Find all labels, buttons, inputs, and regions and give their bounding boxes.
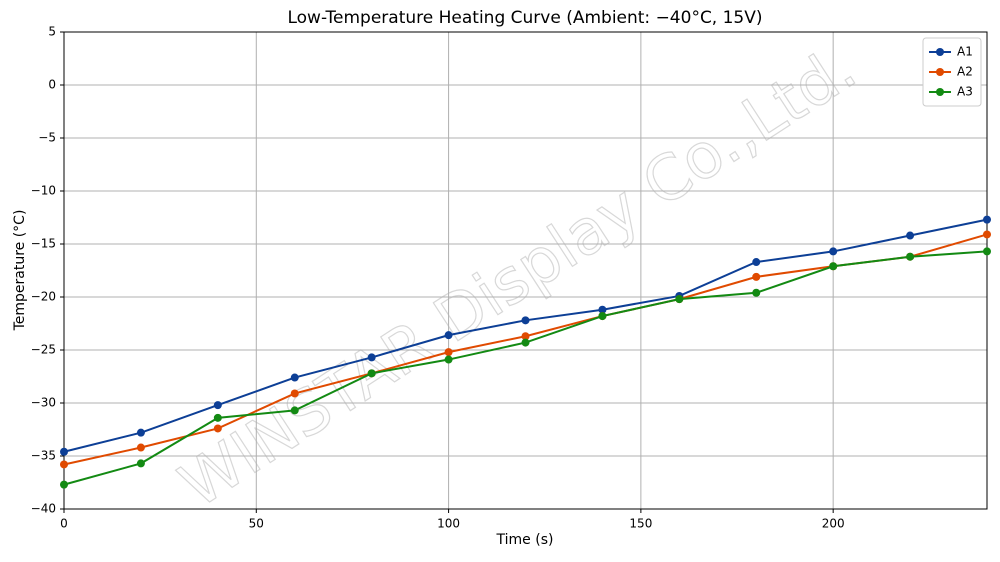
y-tick-label: −25: [31, 343, 56, 357]
data-point: [983, 230, 991, 239]
data-point: [598, 305, 607, 314]
data-point: [213, 424, 222, 433]
data-point: [290, 406, 299, 415]
data-point: [752, 258, 761, 267]
y-tick-label: −30: [31, 396, 56, 410]
data-point: [136, 443, 145, 452]
legend-marker: [936, 48, 944, 56]
data-point: [983, 247, 991, 256]
data-point: [521, 316, 530, 325]
legend-label: A2: [957, 65, 973, 79]
y-tick-label: −20: [31, 290, 56, 304]
y-tick-label: −35: [31, 449, 56, 463]
data-point: [444, 331, 453, 340]
data-point: [906, 231, 915, 240]
data-point: [444, 348, 453, 357]
data-point: [60, 480, 68, 489]
data-point: [829, 247, 838, 256]
data-point: [752, 288, 761, 297]
data-point: [367, 369, 376, 378]
legend-label: A3: [957, 85, 973, 99]
y-tick-label: −40: [31, 502, 56, 516]
x-tick-label: 0: [60, 517, 68, 531]
y-tick-label: −15: [31, 237, 56, 251]
plot-frame: [63, 31, 988, 510]
x-tick-label: 200: [822, 517, 845, 531]
data-point: [444, 355, 453, 364]
data-point: [136, 428, 145, 437]
y-tick-label: −5: [38, 131, 56, 145]
data-point: [290, 373, 299, 382]
y-tick-label: 0: [48, 78, 56, 92]
legend-marker: [936, 88, 944, 96]
data-point: [60, 447, 68, 456]
legend-label: A1: [957, 45, 973, 59]
x-tick-label: 50: [249, 517, 264, 531]
data-point: [906, 252, 915, 261]
data-point: [136, 459, 145, 468]
data-point: [60, 460, 68, 469]
y-tick-label: 5: [48, 25, 56, 39]
data-point: [213, 401, 222, 410]
data-point: [213, 413, 222, 422]
chart-title: Low-Temperature Heating Curve (Ambient: …: [287, 8, 762, 28]
data-point: [829, 262, 838, 271]
data-point: [367, 353, 376, 362]
data-point: [983, 215, 991, 224]
y-axis-label: Temperature (°C): [12, 210, 28, 332]
x-axis-label: Time (s): [496, 532, 554, 548]
x-tick-label: 100: [437, 517, 460, 531]
data-point: [290, 389, 299, 398]
data-point: [675, 295, 684, 304]
data-point: [598, 312, 607, 321]
x-tick-label: 150: [629, 517, 652, 531]
data-point: [521, 338, 530, 347]
data-point: [752, 272, 761, 281]
data-point: [521, 332, 530, 341]
legend-marker: [936, 68, 944, 76]
y-tick-label: −10: [31, 184, 56, 198]
